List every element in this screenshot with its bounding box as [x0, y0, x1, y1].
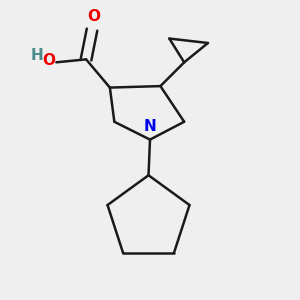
Text: N: N: [144, 119, 156, 134]
Text: O: O: [87, 9, 100, 24]
Text: H: H: [30, 48, 43, 63]
Text: O: O: [42, 53, 55, 68]
